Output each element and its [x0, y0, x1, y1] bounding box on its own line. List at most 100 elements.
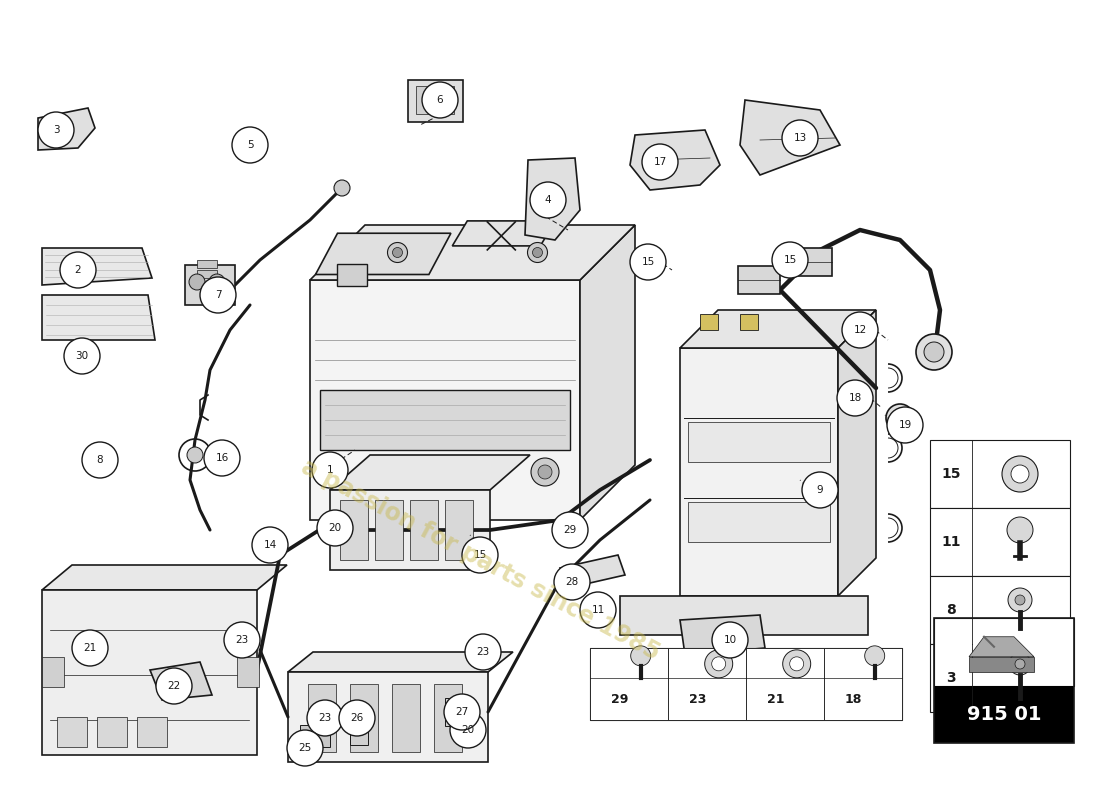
Bar — [236, 657, 258, 687]
Bar — [57, 717, 87, 747]
Circle shape — [782, 120, 818, 156]
Circle shape — [39, 112, 74, 148]
Circle shape — [1002, 456, 1038, 492]
Circle shape — [705, 650, 733, 678]
Polygon shape — [680, 348, 838, 596]
Polygon shape — [680, 310, 876, 348]
Text: 15: 15 — [783, 255, 796, 265]
Text: 6: 6 — [437, 95, 443, 105]
Circle shape — [393, 247, 403, 258]
Polygon shape — [580, 225, 635, 520]
Circle shape — [156, 668, 192, 704]
Circle shape — [783, 650, 811, 678]
Circle shape — [204, 440, 240, 476]
Bar — [416, 86, 454, 114]
Polygon shape — [969, 637, 1034, 657]
Circle shape — [887, 407, 923, 443]
Text: 28: 28 — [565, 577, 579, 587]
Text: 12: 12 — [854, 325, 867, 335]
Circle shape — [209, 274, 226, 290]
Polygon shape — [42, 590, 257, 755]
Bar — [700, 314, 718, 330]
Text: 15: 15 — [473, 550, 486, 560]
Bar — [185, 265, 235, 305]
Bar — [688, 502, 830, 542]
Bar — [934, 686, 1074, 743]
Circle shape — [72, 630, 108, 666]
Circle shape — [187, 447, 204, 463]
Circle shape — [842, 312, 878, 348]
Circle shape — [387, 242, 407, 262]
Bar — [350, 715, 368, 745]
Circle shape — [462, 537, 498, 573]
Polygon shape — [310, 225, 635, 280]
Bar — [446, 698, 461, 726]
Bar — [392, 684, 420, 752]
Bar — [300, 725, 330, 747]
Circle shape — [82, 442, 118, 478]
Bar — [42, 657, 64, 687]
Circle shape — [465, 634, 501, 670]
Circle shape — [252, 527, 288, 563]
Circle shape — [1008, 588, 1032, 612]
Bar — [434, 684, 462, 752]
Circle shape — [712, 657, 726, 671]
Circle shape — [531, 458, 559, 486]
Bar — [320, 390, 570, 450]
Circle shape — [232, 127, 268, 163]
Polygon shape — [330, 455, 530, 490]
Bar — [410, 500, 438, 560]
Text: 14: 14 — [263, 540, 276, 550]
Circle shape — [772, 242, 808, 278]
Circle shape — [1015, 595, 1025, 605]
Circle shape — [528, 242, 548, 262]
Circle shape — [422, 82, 458, 118]
Polygon shape — [740, 100, 840, 175]
Polygon shape — [680, 615, 764, 655]
Text: 9: 9 — [816, 485, 823, 495]
Polygon shape — [969, 657, 1034, 672]
Circle shape — [924, 342, 944, 362]
Text: 20: 20 — [461, 725, 474, 735]
Text: 29: 29 — [610, 694, 628, 706]
Bar — [197, 260, 217, 268]
Circle shape — [47, 120, 63, 136]
Bar — [350, 684, 378, 752]
Text: 915 01: 915 01 — [967, 705, 1042, 724]
Circle shape — [64, 338, 100, 374]
Bar — [746, 648, 824, 720]
Circle shape — [580, 592, 616, 628]
Circle shape — [642, 144, 678, 180]
Text: 18: 18 — [845, 694, 862, 706]
Text: 7: 7 — [214, 290, 221, 300]
Bar — [688, 422, 830, 462]
Text: 23: 23 — [318, 713, 331, 723]
Bar — [375, 500, 403, 560]
Circle shape — [552, 512, 589, 548]
Text: 8: 8 — [946, 603, 956, 617]
Bar — [790, 248, 832, 276]
Text: 23: 23 — [235, 635, 249, 645]
Text: 4: 4 — [544, 195, 551, 205]
Text: 10: 10 — [724, 635, 737, 645]
Bar — [740, 314, 758, 330]
Circle shape — [886, 404, 914, 432]
Circle shape — [1006, 517, 1033, 543]
Text: 21: 21 — [767, 694, 784, 706]
Circle shape — [1011, 465, 1028, 483]
Text: 29: 29 — [563, 525, 576, 535]
Polygon shape — [39, 108, 95, 150]
Bar — [590, 648, 668, 720]
Circle shape — [865, 646, 884, 666]
Text: 11: 11 — [942, 535, 960, 549]
Bar — [930, 508, 1070, 576]
Circle shape — [339, 700, 375, 736]
Text: 23: 23 — [476, 647, 490, 657]
Circle shape — [630, 646, 651, 666]
Text: 27: 27 — [455, 707, 469, 717]
Bar — [408, 80, 463, 122]
Text: 3: 3 — [946, 671, 956, 685]
Circle shape — [532, 247, 542, 258]
Bar — [824, 648, 902, 720]
Polygon shape — [310, 280, 580, 520]
